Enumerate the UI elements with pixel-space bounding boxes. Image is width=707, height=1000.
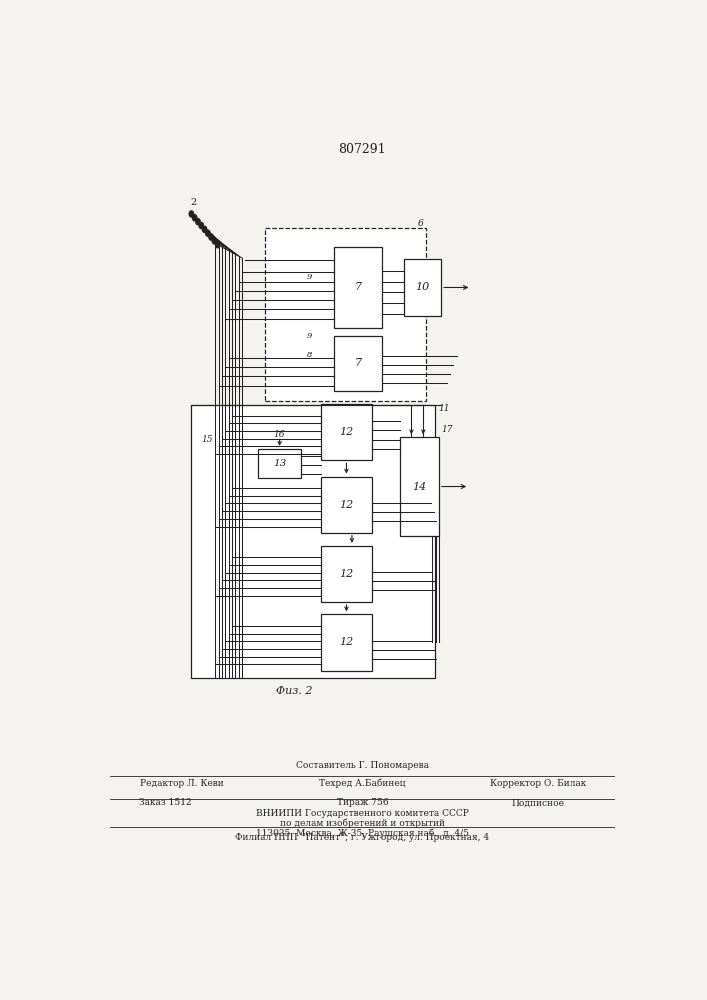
- Text: Подписное: Подписное: [511, 798, 564, 807]
- Text: 7: 7: [354, 358, 361, 368]
- Circle shape: [212, 238, 216, 244]
- Bar: [334, 336, 382, 391]
- Circle shape: [206, 230, 210, 236]
- Circle shape: [216, 242, 220, 248]
- Text: 113035, Москва, Ж-35, Раушская наб., д. 4/5: 113035, Москва, Ж-35, Раушская наб., д. …: [256, 828, 469, 838]
- Text: 7: 7: [354, 282, 361, 292]
- Bar: [321, 614, 372, 671]
- Text: Тираж 756: Тираж 756: [337, 798, 388, 807]
- Bar: [404, 259, 441, 316]
- Text: 15: 15: [201, 435, 213, 444]
- Text: 10: 10: [416, 282, 430, 292]
- Text: Φиз. 2: Φиз. 2: [276, 686, 312, 696]
- Text: 14: 14: [412, 482, 426, 492]
- Bar: [192, 405, 436, 678]
- Text: 11: 11: [438, 404, 450, 413]
- Text: по делам изобретений и открытий: по делам изобретений и открытий: [280, 818, 445, 828]
- Text: 17: 17: [442, 425, 453, 434]
- Bar: [265, 228, 426, 401]
- Text: 9: 9: [307, 273, 312, 281]
- Text: 8: 8: [307, 351, 312, 359]
- Bar: [399, 437, 439, 536]
- Bar: [334, 247, 382, 328]
- Text: 12: 12: [339, 500, 354, 510]
- Text: 12: 12: [339, 637, 354, 647]
- Text: 6: 6: [418, 219, 423, 228]
- Text: Редактор Л. Кеви: Редактор Л. Кеви: [140, 779, 223, 788]
- Circle shape: [202, 226, 206, 232]
- Circle shape: [209, 234, 214, 240]
- Text: Заказ 1512: Заказ 1512: [139, 798, 192, 807]
- Text: Техред А.Бабинец: Техред А.Бабинец: [319, 779, 406, 788]
- Text: 12: 12: [339, 569, 354, 579]
- Circle shape: [199, 222, 204, 229]
- Text: 12: 12: [339, 427, 354, 437]
- Text: Филиал ППП ''Патент'', г. Ужгород, ул. Проектная, 4: Филиал ППП ''Патент'', г. Ужгород, ул. П…: [235, 833, 489, 842]
- Text: 13: 13: [273, 459, 286, 468]
- Bar: [321, 546, 372, 602]
- Circle shape: [196, 219, 200, 225]
- Text: Составитель Г. Пономарева: Составитель Г. Пономарева: [296, 761, 429, 770]
- Text: 9: 9: [307, 332, 312, 340]
- Bar: [321, 404, 372, 460]
- Text: ВНИИПИ Государственного комитета СССР: ВНИИПИ Государственного комитета СССР: [256, 808, 469, 818]
- Text: 807291: 807291: [339, 143, 386, 156]
- Text: 2: 2: [191, 198, 197, 207]
- Text: 16: 16: [274, 430, 286, 439]
- Circle shape: [192, 215, 197, 221]
- Bar: [258, 449, 301, 478]
- Text: Корректор О. Билак: Корректор О. Билак: [489, 779, 586, 788]
- Circle shape: [189, 211, 194, 217]
- Bar: [321, 477, 372, 533]
